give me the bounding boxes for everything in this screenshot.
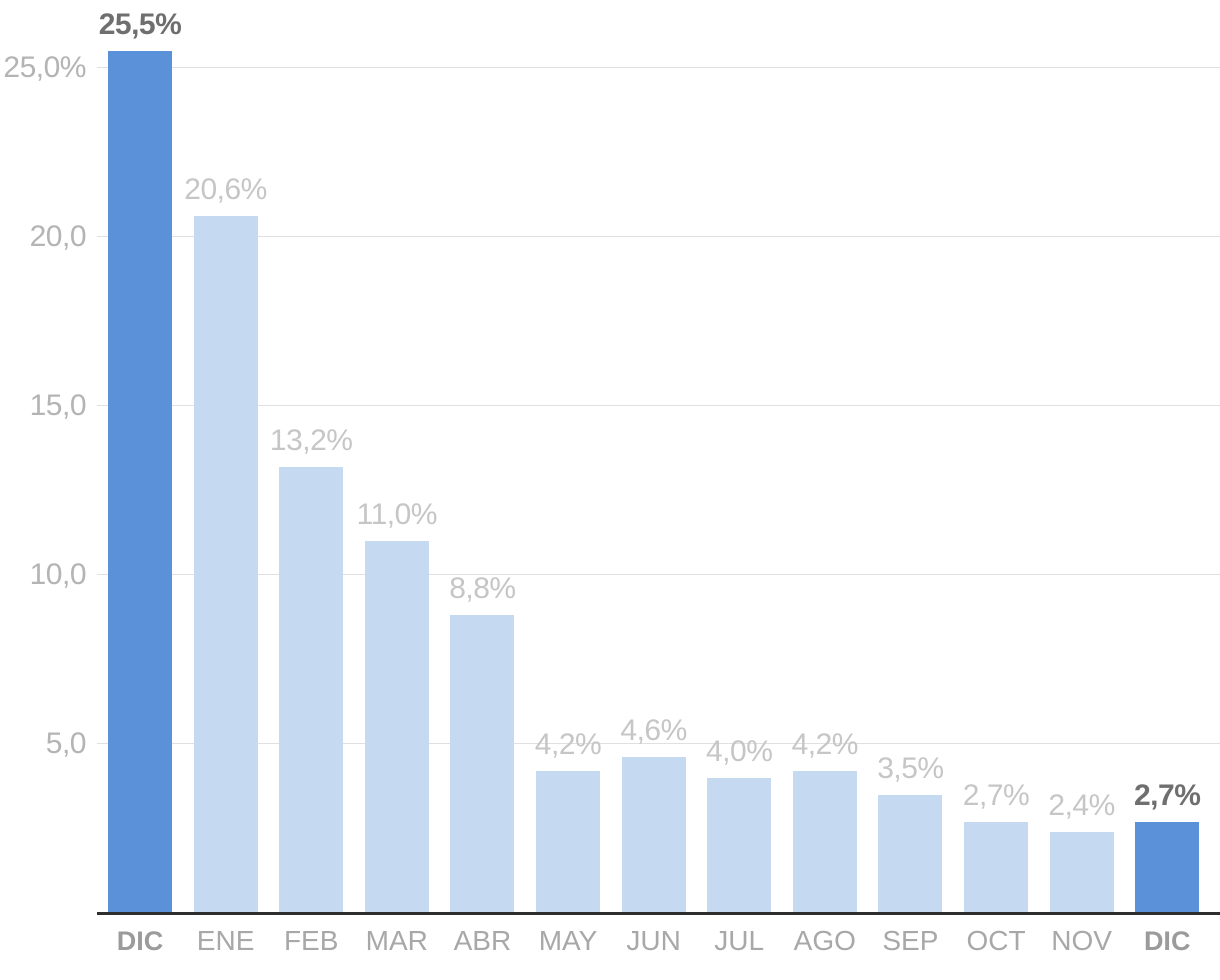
x-axis-label-abr: ABR [453,925,512,956]
bar-value-label: 4,2% [791,727,859,761]
bar-mar-3 [364,541,429,913]
bar-value-label: 11,0% [356,498,438,532]
x-axis-label-ene: ENE [196,925,255,956]
x-axis-label-may: MAY [538,925,598,956]
bar-value-label: 2,7% [962,778,1030,812]
y-grid-line [97,405,1220,407]
bar-may-5 [536,770,600,913]
x-axis-label-dic: DIC [1143,926,1191,956]
x-axis-label-jul: JUL [714,925,765,956]
y-grid-line [97,574,1220,576]
x-axis-label-sep: SEP [882,925,939,956]
y-grid-line [97,743,1220,745]
bar-value-label: 4,2% [534,727,602,761]
x-axis-label-oct: OCT [966,925,1026,956]
bar-value-label: 2,4% [1048,788,1115,822]
x-axis-label-ago: AGO [793,925,856,956]
bar-oct-10 [964,821,1028,913]
bar-dic-12 [1135,821,1200,913]
bar-value-label: 13,2% [269,423,353,457]
x-axis-label-dic: DIC [116,926,164,956]
bar-feb-2 [279,466,344,913]
bar-dic-0 [108,50,172,913]
bar-jun-6 [621,757,686,913]
bar-ago-8 [792,770,857,913]
bar-value-label: 25,5% [98,7,182,41]
bar-jul-7 [707,777,772,913]
x-axis-baseline [97,912,1220,915]
y-axis-tick-label: 10,0 [29,557,87,591]
y-axis-tick-label: 15,0 [29,388,87,422]
y-axis-tick-label: 20,0 [29,219,87,253]
bar-value-label: 4,0% [705,734,773,768]
bar-value-label: 4,6% [620,714,687,748]
x-axis-label-jun: JUN [626,925,681,956]
y-grid-line [97,236,1220,238]
x-axis-label-nov: NOV [1051,925,1112,956]
bar-sep-9 [878,794,943,913]
bar-value-label: 2,7% [1133,778,1201,812]
y-grid-line [97,67,1220,69]
bar-value-label: 3,5% [877,751,944,785]
y-axis-tick-label: 5,0 [45,726,87,760]
bar-ene-1 [193,216,258,913]
x-axis-label-feb: FEB [283,925,339,956]
bar-abr-4 [450,615,515,913]
y-axis-tick-label: 25,0% [3,50,86,84]
x-axis-label-mar: MAR [365,925,428,956]
bar-nov-11 [1049,831,1114,913]
bar-value-label: 8,8% [449,572,516,606]
bar-value-label: 20,6% [184,173,267,207]
